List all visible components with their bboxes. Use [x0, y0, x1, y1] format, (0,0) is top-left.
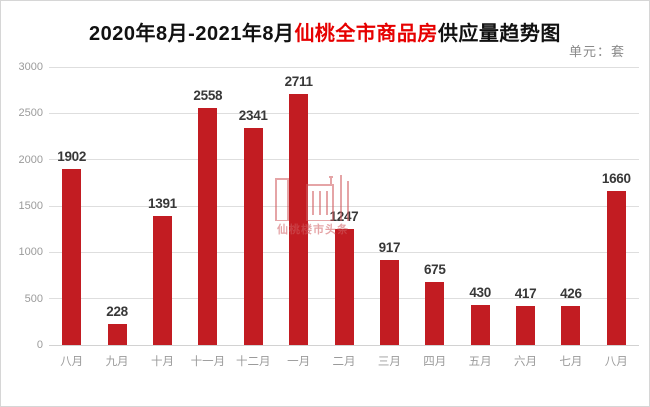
bar	[425, 282, 445, 345]
bar-value-label: 1902	[57, 148, 87, 164]
x-tick-label: 十月	[150, 356, 174, 368]
x-tick-label: 八月	[60, 356, 84, 368]
y-tick-label: 0	[36, 339, 43, 351]
gridline	[49, 159, 639, 161]
bar-value-label: 2558	[193, 87, 223, 103]
y-tick-label: 2000	[18, 153, 43, 166]
x-tick-label: 四月	[423, 356, 447, 368]
y-tick-label: 2500	[18, 107, 43, 120]
x-tick-label: 二月	[332, 356, 356, 368]
bar-value-label: 1247	[329, 209, 359, 225]
x-tick-label: 六月	[514, 356, 538, 368]
bar-value-label: 675	[423, 262, 446, 278]
chart-title-part1: 2020年8月-2021年8月	[89, 23, 295, 45]
bar	[379, 260, 399, 345]
bar	[606, 191, 626, 345]
bar-value-label: 228	[106, 303, 128, 319]
bar	[334, 229, 354, 345]
bar	[152, 216, 172, 345]
bar	[289, 93, 309, 345]
x-tick-label: 一月	[287, 356, 311, 368]
x-tick-label: 五月	[468, 356, 492, 368]
x-tick-label: 十一月	[190, 356, 226, 368]
y-tick-label: 1500	[18, 200, 43, 212]
y-tick-label: 500	[24, 292, 43, 305]
bar-value-label: 917	[378, 240, 401, 256]
x-tick-label: 七月	[559, 356, 583, 368]
gridline	[49, 66, 639, 68]
bar-value-label: 1391	[148, 196, 177, 212]
gridline	[49, 205, 639, 207]
bar	[516, 306, 536, 345]
bar	[561, 305, 581, 345]
y-tick-label: 3000	[18, 61, 43, 73]
unit-label: 单元：套	[568, 44, 625, 59]
bar	[470, 305, 490, 345]
x-tick-label: 三月	[377, 356, 401, 368]
bar-value-label: 417	[514, 286, 537, 302]
bar-value-label: 430	[469, 285, 491, 301]
gridline	[49, 344, 639, 346]
y-tick-label: 1000	[18, 246, 43, 259]
bar-value-label: 2711	[284, 73, 313, 89]
x-tick-label: 十二月	[235, 356, 271, 368]
bar	[107, 323, 127, 345]
bar-value-label: 1660	[601, 171, 631, 187]
bar-value-label: 2341	[238, 108, 268, 124]
bar-value-label: 426	[560, 285, 582, 301]
bar	[243, 128, 263, 345]
bar	[62, 168, 82, 345]
x-tick-label: 八月	[604, 356, 628, 368]
chart-title: 2020年8月-2021年8月仙桃全市商品房供应量趋势图	[1, 17, 649, 46]
chart-title-part3: 供应量趋势图	[437, 23, 561, 45]
x-tick-label: 九月	[105, 356, 129, 368]
chart-title-part2-red: 仙桃全市商品房	[294, 23, 438, 45]
bar	[198, 107, 218, 345]
gridline	[49, 112, 639, 114]
